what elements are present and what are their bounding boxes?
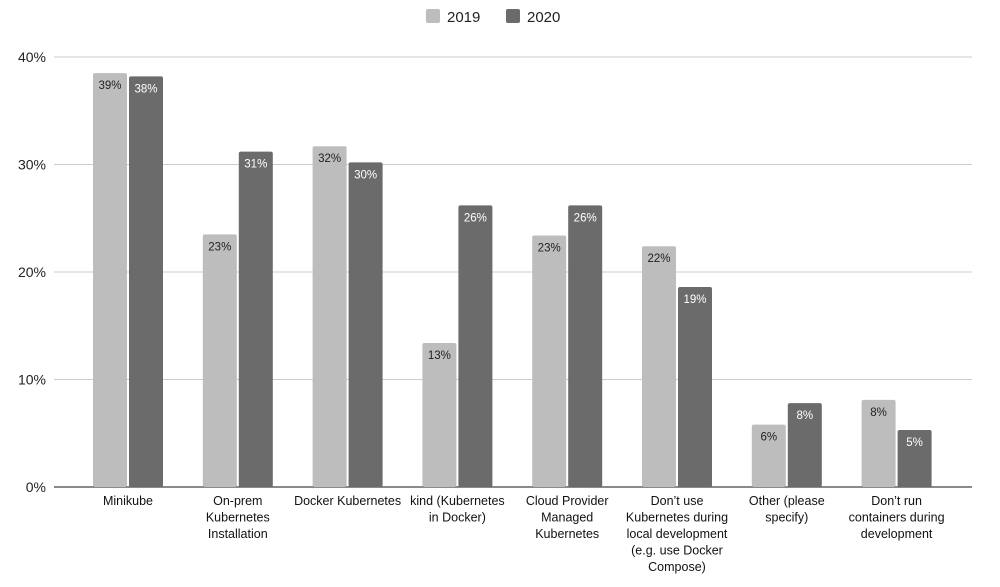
category-label: Minikube [103,494,153,508]
data-label-2020: 26% [574,212,597,224]
bar-2020 [458,205,493,487]
gridlines [54,56,972,488]
data-label-2020: 19% [683,294,706,306]
bar-2019 [422,342,457,487]
category-label: (e.g. use Docker [631,544,723,558]
bar-2019 [642,246,676,487]
bar-2019 [532,235,567,487]
data-label-2019: 39% [98,80,121,92]
category-label: containers during [849,511,945,525]
bar-2020 [897,430,932,487]
bar-2020 [568,205,603,487]
y-tick-label: 30% [18,157,46,173]
category-label: Kubernetes during [626,511,728,525]
category-label: Docker Kubernetes [294,494,401,508]
category-label: Compose) [648,560,706,574]
bar-2019 [751,424,786,487]
y-tick-label: 40% [18,49,46,65]
data-label-2020: 5% [906,437,923,449]
data-label-2019: 32% [318,153,341,165]
data-label-2019: 22% [647,253,670,265]
category-label: Don’t use [651,494,704,508]
legend-label-2019: 2019 [447,9,480,26]
legend: 2019 2020 [426,9,560,26]
category-label: Other (please [749,494,825,508]
category-label: in Docker) [429,511,486,525]
x-axis-labels: Minikube On-prem Kubernetes Installation Doc… [103,494,945,574]
legend-swatch-2020 [506,9,520,23]
category-label: Kubernetes [535,527,599,541]
category-label: Managed [541,511,593,525]
category-label: Cloud Provider [526,494,609,508]
category-label: local development [627,527,728,541]
data-label-2019: 6% [760,432,777,444]
bar-2020 [238,151,273,487]
category-label: Installation [208,527,268,541]
bar-2020 [787,403,822,487]
category-label: specify) [765,511,808,525]
bar-2019 [93,73,127,487]
bar-2020 [678,287,712,487]
category-label: On-prem [213,494,262,508]
bar-2020 [348,162,383,487]
data-label-2020: 8% [796,410,813,422]
data-label-2019: 13% [428,350,451,362]
category-label: Don’t run [871,494,922,508]
data-label-2020: 26% [464,212,487,224]
category-label: development [861,527,933,541]
category-label: Kubernetes [206,511,270,525]
data-label-2020: 38% [134,83,157,95]
data-label-2019: 23% [538,242,561,254]
data-label-2020: 31% [244,159,267,171]
bar-2020 [129,76,163,487]
bars: 39% 38% 23% 31% 32% 30% 13% 26% 23% 26% 22% 19% 6% 8%… [93,73,932,487]
category-label: kind (Kubernetes [410,494,505,508]
y-axis-ticks: 0% 10% 20% 30% 40% [18,49,46,495]
legend-swatch-2019 [426,9,440,23]
data-label-2019: 8% [870,407,887,419]
y-tick-label: 20% [18,264,46,280]
y-tick-label: 0% [26,479,46,495]
bar-2019 [202,234,237,487]
data-label-2020: 30% [354,169,377,181]
legend-label-2020: 2020 [527,9,560,26]
bar-2019 [861,399,896,487]
y-tick-label: 10% [18,372,46,388]
data-label-2019: 23% [208,241,231,253]
bar-2019 [312,146,347,487]
